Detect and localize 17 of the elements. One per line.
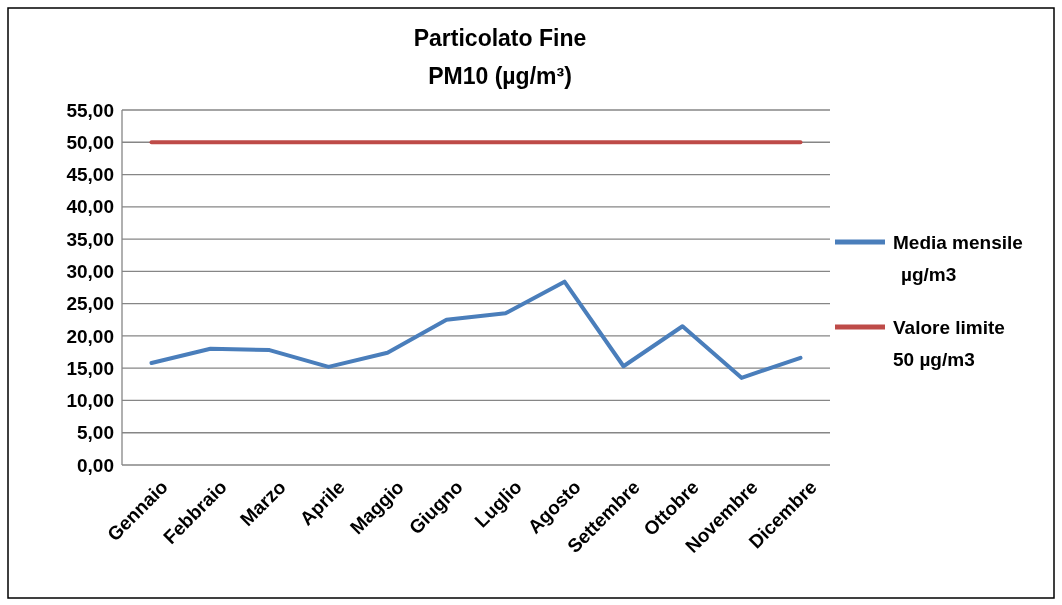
y-tick-label: 0,00: [77, 454, 114, 476]
chart-subtitle: PM10 (µg/m³): [428, 63, 572, 89]
y-tick-label: 15,00: [66, 357, 114, 379]
y-tick-label: 45,00: [66, 164, 114, 186]
y-tick-label: 20,00: [66, 325, 114, 347]
legend-label: Media mensile µg/m3: [893, 231, 1023, 285]
chart-title: Particolato Fine: [413, 25, 587, 51]
y-tick-label: 55,00: [66, 99, 114, 121]
y-tick-label: 30,00: [66, 261, 114, 283]
legend-label: Valore limite 50 µg/m3: [893, 316, 1005, 370]
y-tick-label: 40,00: [66, 196, 114, 218]
y-tick-label: 25,00: [66, 293, 114, 315]
line-series: [149, 279, 803, 380]
y-tick-label: 35,00: [66, 228, 114, 250]
y-tick-label: 5,00: [77, 422, 114, 444]
y-tick-label: 10,00: [66, 390, 114, 412]
y-tick-label: 50,00: [66, 131, 114, 153]
